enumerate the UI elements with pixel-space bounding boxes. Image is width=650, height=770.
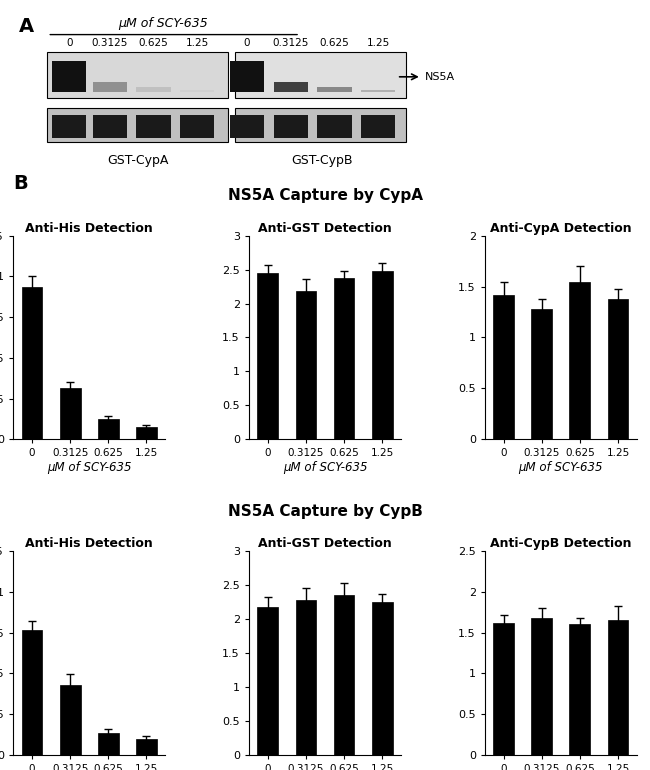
Bar xyxy=(493,295,514,439)
Title: Anti-CypA Detection: Anti-CypA Detection xyxy=(490,222,632,235)
Bar xyxy=(230,116,264,139)
Text: 0: 0 xyxy=(244,38,250,49)
Bar xyxy=(296,291,317,439)
Bar xyxy=(361,90,395,92)
Bar xyxy=(180,116,214,139)
Text: GST-CypA: GST-CypA xyxy=(107,153,168,166)
Text: GST-CypB: GST-CypB xyxy=(291,153,353,166)
Bar xyxy=(372,271,393,439)
Bar xyxy=(317,87,352,92)
Bar xyxy=(52,116,86,139)
Bar xyxy=(136,427,157,439)
Bar xyxy=(296,600,317,755)
Bar xyxy=(274,82,308,92)
Title: Anti-GST Detection: Anti-GST Detection xyxy=(258,222,392,235)
Text: A: A xyxy=(20,17,34,36)
Text: 0: 0 xyxy=(66,38,72,49)
Text: NS5A Capture by CypB: NS5A Capture by CypB xyxy=(227,504,422,519)
Bar xyxy=(532,618,552,755)
Bar xyxy=(92,116,127,139)
Title: Anti-CypB Detection: Anti-CypB Detection xyxy=(490,537,632,550)
Text: B: B xyxy=(13,174,28,193)
Bar xyxy=(608,299,629,439)
Bar xyxy=(60,388,81,439)
Bar xyxy=(98,419,118,439)
Text: 1.25: 1.25 xyxy=(367,38,389,49)
Bar xyxy=(274,116,308,139)
Text: NS5A Capture by CypA: NS5A Capture by CypA xyxy=(227,189,422,203)
Bar xyxy=(180,90,214,92)
Bar xyxy=(333,595,354,755)
Bar xyxy=(532,309,552,439)
Bar xyxy=(361,116,395,139)
Text: 0.625: 0.625 xyxy=(138,38,168,49)
Text: 0.625: 0.625 xyxy=(320,38,349,49)
Text: 0.3125: 0.3125 xyxy=(272,38,309,49)
Title: Anti-His Detection: Anti-His Detection xyxy=(25,222,153,235)
Bar xyxy=(317,116,352,139)
Bar xyxy=(372,602,393,755)
Bar xyxy=(21,630,42,755)
Title: Anti-GST Detection: Anti-GST Detection xyxy=(258,537,392,550)
Bar xyxy=(136,116,170,139)
Text: μM of SCY-635: μM of SCY-635 xyxy=(118,17,207,30)
Bar xyxy=(333,278,354,439)
Bar xyxy=(257,273,278,439)
Bar xyxy=(52,62,86,92)
Bar xyxy=(608,621,629,755)
Bar xyxy=(47,108,228,142)
Bar xyxy=(257,607,278,755)
X-axis label: μM of SCY-635: μM of SCY-635 xyxy=(47,461,131,474)
Bar xyxy=(569,624,590,755)
Text: 1.25: 1.25 xyxy=(185,38,209,49)
Bar xyxy=(21,287,42,439)
Bar xyxy=(98,732,118,755)
X-axis label: μM of SCY-635: μM of SCY-635 xyxy=(519,461,603,474)
Bar xyxy=(230,62,264,92)
Bar xyxy=(235,52,406,98)
Title: Anti-His Detection: Anti-His Detection xyxy=(25,537,153,550)
Bar xyxy=(92,82,127,92)
Bar xyxy=(47,52,228,98)
Bar xyxy=(136,739,157,755)
Bar xyxy=(493,623,514,755)
Bar xyxy=(136,87,170,92)
Bar xyxy=(235,108,406,142)
Bar xyxy=(60,685,81,755)
Bar xyxy=(569,282,590,439)
X-axis label: μM of SCY-635: μM of SCY-635 xyxy=(283,461,367,474)
Text: NS5A: NS5A xyxy=(425,72,455,82)
Text: 0.3125: 0.3125 xyxy=(92,38,128,49)
